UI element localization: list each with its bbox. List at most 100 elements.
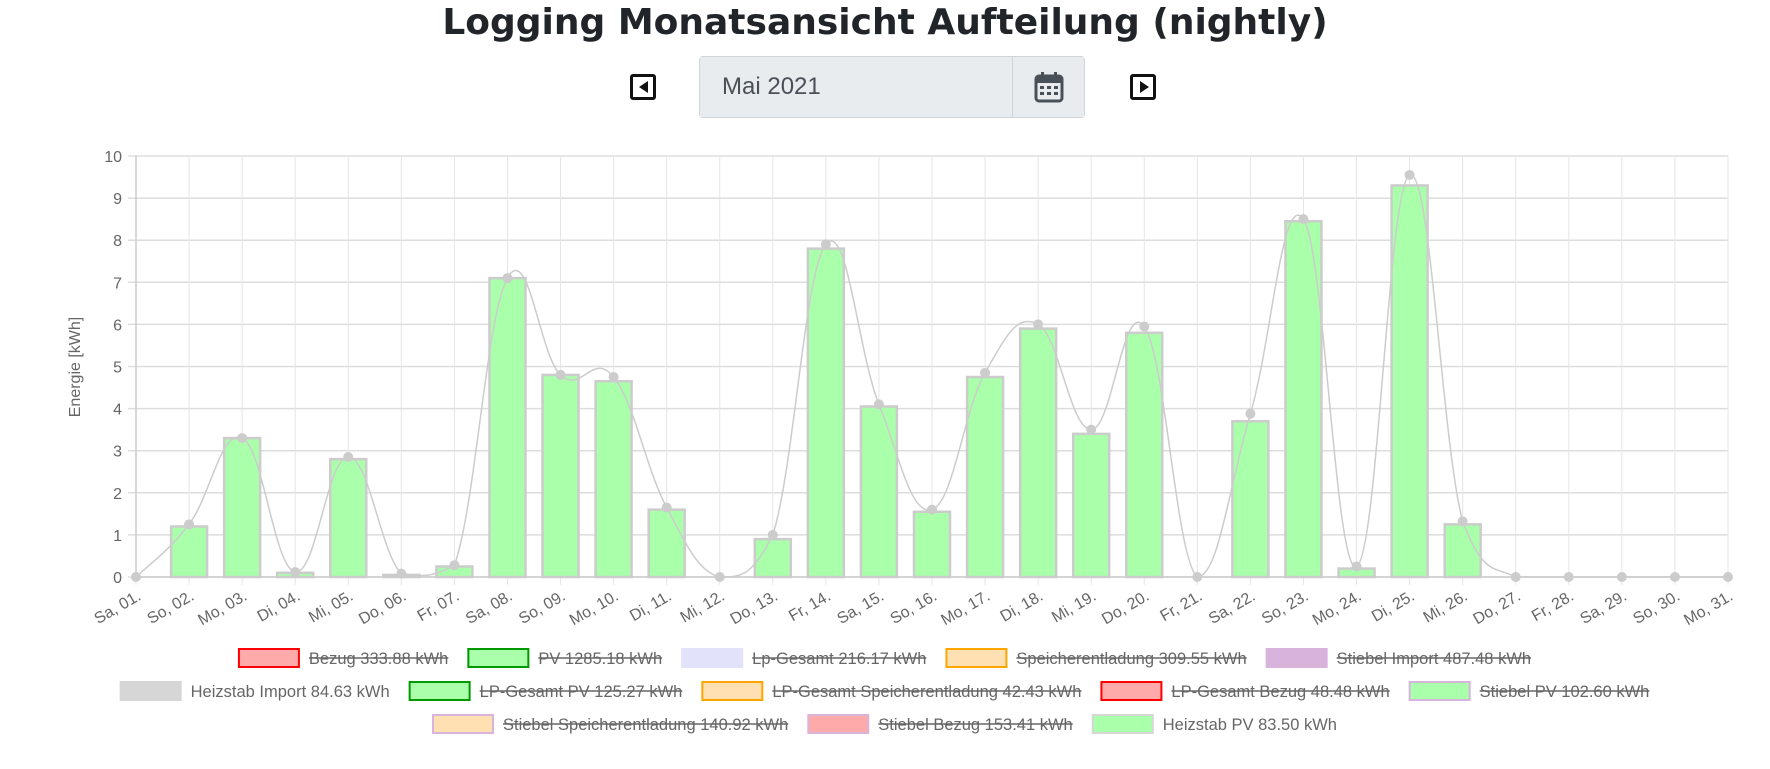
- x-tick-label: Do, 13.: [728, 588, 781, 629]
- legend-swatch: [467, 648, 530, 668]
- x-tick-label: Sa, 15.: [835, 588, 887, 628]
- y-tick-label: 7: [113, 275, 122, 292]
- y-tick-label: 9: [113, 191, 122, 208]
- next-month-button[interactable]: [1130, 74, 1156, 100]
- x-tick-label: Do, 20.: [1099, 588, 1152, 629]
- bar-heizstab-pv: [753, 537, 793, 579]
- calendar-icon: [1034, 72, 1063, 103]
- legend-swatch: [408, 681, 471, 701]
- legend-label[interactable]: Bezug 333.88 kWh: [309, 650, 448, 668]
- point-heizstab-import: [1404, 169, 1415, 180]
- point-heizstab-import: [661, 502, 672, 513]
- point-heizstab-import: [1192, 572, 1203, 582]
- caret-right-icon: [1140, 81, 1149, 93]
- legend-label[interactable]: LP-Gesamt Bezug 48.48 kWh: [1171, 683, 1389, 701]
- point-heizstab-import: [820, 239, 831, 250]
- y-tick-label: 3: [113, 444, 122, 461]
- x-tick-label: So, 23.: [1259, 588, 1311, 628]
- x-tick-label: Mi, 26.: [1421, 588, 1471, 627]
- point-heizstab-import: [1298, 214, 1309, 225]
- legend-label[interactable]: Speicherentladung 309.55 kWh: [1016, 650, 1246, 668]
- x-tick-label: Di, 25.: [1369, 588, 1418, 626]
- legend-label[interactable]: Stiebel Speicherentladung 140.92 kWh: [503, 716, 788, 734]
- y-axis-label: Energie [kWh]: [67, 317, 84, 417]
- point-heizstab-import: [237, 433, 248, 444]
- bar-heizstab-pv: [965, 375, 1005, 579]
- bar-heizstab-pv: [1390, 184, 1429, 579]
- calendar-button[interactable]: [1012, 57, 1084, 117]
- x-tick-label: Di, 18.: [998, 588, 1047, 626]
- legend-label[interactable]: Heizstab Import 84.63 kWh: [191, 683, 390, 701]
- point-heizstab-import: [1033, 319, 1044, 330]
- legend-label[interactable]: Stiebel PV 102.60 kWh: [1480, 683, 1650, 701]
- bar-heizstab-pv: [329, 457, 368, 579]
- point-heizstab-import: [343, 452, 354, 463]
- y-tick-label: 2: [113, 486, 122, 503]
- y-tick-label: 5: [113, 360, 122, 377]
- page-title: Logging Monatsansicht Aufteilung (nightl…: [442, 2, 1328, 43]
- legend-swatch: [681, 648, 744, 668]
- x-tick-label: So, 02.: [145, 588, 197, 628]
- legend-swatch: [1091, 714, 1154, 734]
- caret-left-icon: [639, 81, 648, 93]
- x-tick-label: Sa, 01.: [92, 588, 144, 628]
- legend-swatch: [807, 714, 870, 734]
- point-heizstab-import: [980, 367, 991, 378]
- legend-swatch: [1408, 681, 1471, 701]
- point-heizstab-import: [1563, 572, 1574, 582]
- point-heizstab-import: [1510, 572, 1521, 582]
- x-tick-label: Do, 06.: [356, 588, 409, 629]
- legend-label[interactable]: Stiebel Import 487.48 kWh: [1337, 650, 1531, 668]
- point-heizstab-import: [555, 369, 566, 380]
- y-tick-label: 8: [113, 233, 122, 250]
- x-tick-label: Mo, 24.: [1310, 588, 1365, 629]
- x-tick-label: Di, 11.: [627, 588, 675, 625]
- x-tick-label: Mi, 12.: [678, 588, 728, 627]
- point-heizstab-import: [927, 504, 937, 515]
- x-tick-label: So, 09.: [516, 588, 568, 628]
- legend-swatch: [237, 648, 300, 668]
- legend-swatch: [119, 681, 182, 701]
- x-tick-label: Sa, 22.: [1206, 588, 1258, 628]
- point-heizstab-import: [449, 560, 460, 571]
- point-heizstab-import: [396, 568, 407, 579]
- bar-heizstab-pv: [1284, 220, 1323, 579]
- legend-label[interactable]: LP-Gesamt Speicherentladung 42.43 kWh: [772, 683, 1081, 701]
- legend-swatch: [701, 681, 764, 701]
- legend-label[interactable]: Heizstab PV 83.50 kWh: [1163, 716, 1337, 734]
- legend-label[interactable]: Lp-Gesamt 216.17 kWh: [752, 650, 926, 668]
- x-tick-label: Mi, 19.: [1049, 588, 1099, 627]
- x-tick-label: So, 16.: [888, 588, 940, 628]
- y-tick-label: 0: [113, 570, 122, 587]
- point-heizstab-import: [290, 566, 301, 577]
- bar-heizstab-pv: [222, 436, 262, 579]
- x-tick-label: Fr, 28.: [1529, 588, 1577, 625]
- x-tick-label: Sa, 29.: [1577, 588, 1629, 628]
- point-heizstab-import: [1139, 321, 1150, 332]
- x-tick-label: Di, 04.: [255, 588, 304, 626]
- month-picker[interactable]: Mai 2021: [699, 56, 1085, 118]
- bar-heizstab-pv: [169, 525, 209, 579]
- point-heizstab-import: [1457, 516, 1468, 527]
- bar-heizstab-pv: [594, 379, 633, 579]
- point-heizstab-import: [1616, 572, 1627, 582]
- bar-heizstab-pv: [1125, 331, 1164, 579]
- point-heizstab-import: [1086, 424, 1097, 435]
- legend-label[interactable]: Stiebel Bezug 153.41 kWh: [878, 716, 1072, 734]
- x-tick-label: Mo, 10.: [567, 588, 622, 629]
- x-tick-label: Sa, 08.: [463, 588, 515, 628]
- legend-swatch: [1100, 681, 1163, 701]
- point-heizstab-import: [1351, 561, 1362, 572]
- bar-heizstab-pv: [859, 405, 899, 579]
- prev-month-button[interactable]: [630, 74, 656, 100]
- point-heizstab-import: [714, 572, 725, 582]
- point-heizstab-import: [1245, 408, 1256, 419]
- point-heizstab-import: [873, 399, 884, 410]
- month-input[interactable]: Mai 2021: [700, 57, 1012, 117]
- legend-swatch: [945, 648, 1008, 668]
- legend-label[interactable]: PV 1285.18 kWh: [538, 650, 662, 668]
- point-heizstab-import: [502, 273, 513, 284]
- bar-heizstab-pv: [647, 508, 686, 579]
- legend-label[interactable]: LP-Gesamt PV 125.27 kWh: [480, 683, 683, 701]
